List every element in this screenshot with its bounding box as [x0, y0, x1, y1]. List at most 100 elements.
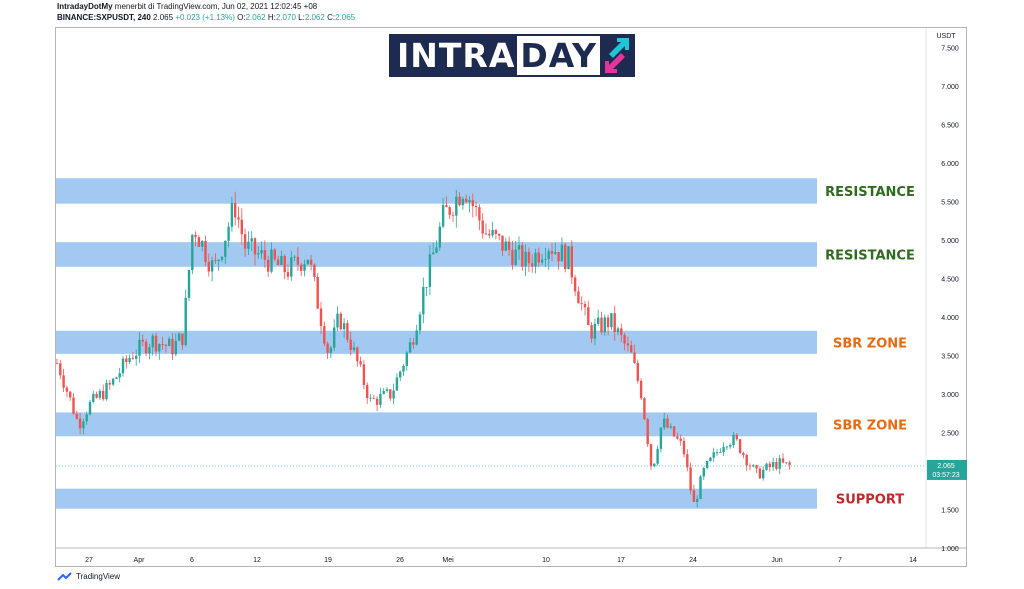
candle-body — [729, 445, 732, 447]
candle-body — [686, 454, 689, 468]
price-change: +0.023 (+1.13%) — [175, 13, 235, 22]
y-tick-label: 4.000 — [941, 315, 959, 322]
candle-body — [603, 317, 606, 333]
candle-body — [181, 333, 184, 346]
x-tick-label: 26 — [396, 557, 404, 564]
candle-body — [511, 249, 514, 265]
candle-body — [154, 335, 158, 352]
candle-body — [537, 252, 540, 263]
candle-body — [455, 196, 458, 216]
candle-body — [715, 452, 719, 453]
zone-label: RESISTANCE — [825, 248, 915, 263]
candle-body — [758, 468, 762, 479]
candle-body — [369, 397, 372, 399]
candle-body — [422, 287, 425, 315]
open-label: O: — [237, 13, 246, 22]
candle-body — [283, 256, 286, 273]
candle-body — [656, 448, 659, 464]
candle-body — [105, 382, 108, 400]
candle-body — [135, 355, 138, 359]
candle-body — [768, 463, 771, 468]
candle-body — [240, 219, 243, 235]
candle-body — [696, 498, 699, 502]
candle-body — [752, 465, 755, 467]
candle-body — [161, 344, 164, 345]
candle-body — [643, 398, 646, 420]
candle-body — [253, 238, 257, 255]
x-tick-label: 19 — [324, 557, 332, 564]
candle-body — [458, 196, 461, 206]
candle-body — [504, 241, 507, 251]
candle-body — [250, 238, 253, 242]
y-tick-label: 6.500 — [941, 122, 959, 129]
candle-body — [534, 252, 537, 267]
tradingview-footer: TradingView — [57, 572, 120, 581]
high-label: H: — [267, 13, 276, 22]
high-value: 2.070 — [275, 13, 296, 22]
y-tick-label: 7.000 — [941, 84, 959, 91]
candle-body — [300, 264, 303, 271]
candle-body — [494, 230, 498, 234]
candle-body — [517, 245, 521, 250]
candle-body — [781, 458, 785, 463]
candle-body — [709, 457, 712, 462]
candle-body — [461, 198, 465, 206]
candle-body — [468, 200, 471, 202]
candle-body — [590, 325, 593, 339]
candle-body — [98, 391, 102, 398]
candle-body — [366, 385, 369, 399]
x-tick-label: 24 — [689, 557, 697, 564]
candle-body — [521, 245, 524, 267]
candle-body — [775, 462, 778, 469]
y-tick-label: 1.500 — [941, 507, 959, 514]
candle-body — [583, 303, 587, 308]
candle-body — [785, 462, 788, 464]
candle-body — [72, 397, 75, 414]
candle-body — [788, 462, 791, 465]
candle-body — [438, 226, 441, 248]
candle-body — [672, 426, 676, 437]
candle-body — [217, 259, 220, 262]
candle-body — [722, 446, 725, 453]
candle-body — [168, 338, 171, 346]
candle-body — [247, 241, 250, 249]
candle-body — [151, 335, 154, 348]
symbol-legend: BINANCE:SXPUSDT, 240 2.065 +0.023 (+1.13… — [57, 13, 355, 22]
candle-body — [405, 352, 408, 366]
candle-body — [514, 249, 517, 265]
candle-body — [484, 233, 488, 235]
chart-frame[interactable] — [55, 27, 967, 567]
y-tick-label: 5.000 — [941, 238, 959, 245]
candle-body — [620, 328, 623, 336]
candle-body — [78, 418, 82, 429]
candle-body — [507, 241, 511, 250]
candle-body — [630, 345, 633, 353]
x-tick-label: 6 — [190, 557, 194, 564]
x-tick-label: 7 — [838, 557, 842, 564]
symbol-name: BINANCE:SXPUSDT, 240 — [57, 13, 151, 22]
candle-body — [606, 317, 610, 328]
candle-body — [214, 260, 217, 262]
x-tick-label: 10 — [542, 557, 550, 564]
candle-body — [649, 444, 653, 467]
candle-body — [379, 393, 382, 405]
candle-body — [389, 389, 392, 399]
candle-body — [448, 207, 451, 215]
candle-body — [531, 263, 534, 267]
candle-body — [616, 328, 620, 333]
candle-body — [339, 313, 342, 330]
candle-body — [488, 233, 491, 236]
candle-body — [689, 467, 692, 491]
candle-body — [85, 414, 88, 422]
candle-body — [765, 463, 768, 470]
intraday-logo: INTRA DAY — [389, 34, 635, 77]
currency-label: USDT — [936, 33, 956, 40]
candle-body — [653, 463, 656, 467]
candle-body — [524, 251, 527, 267]
candle-body — [567, 246, 570, 270]
candle-body — [659, 427, 663, 449]
candle-body — [663, 418, 666, 428]
candle-body — [111, 378, 115, 385]
candle-body — [115, 377, 118, 379]
